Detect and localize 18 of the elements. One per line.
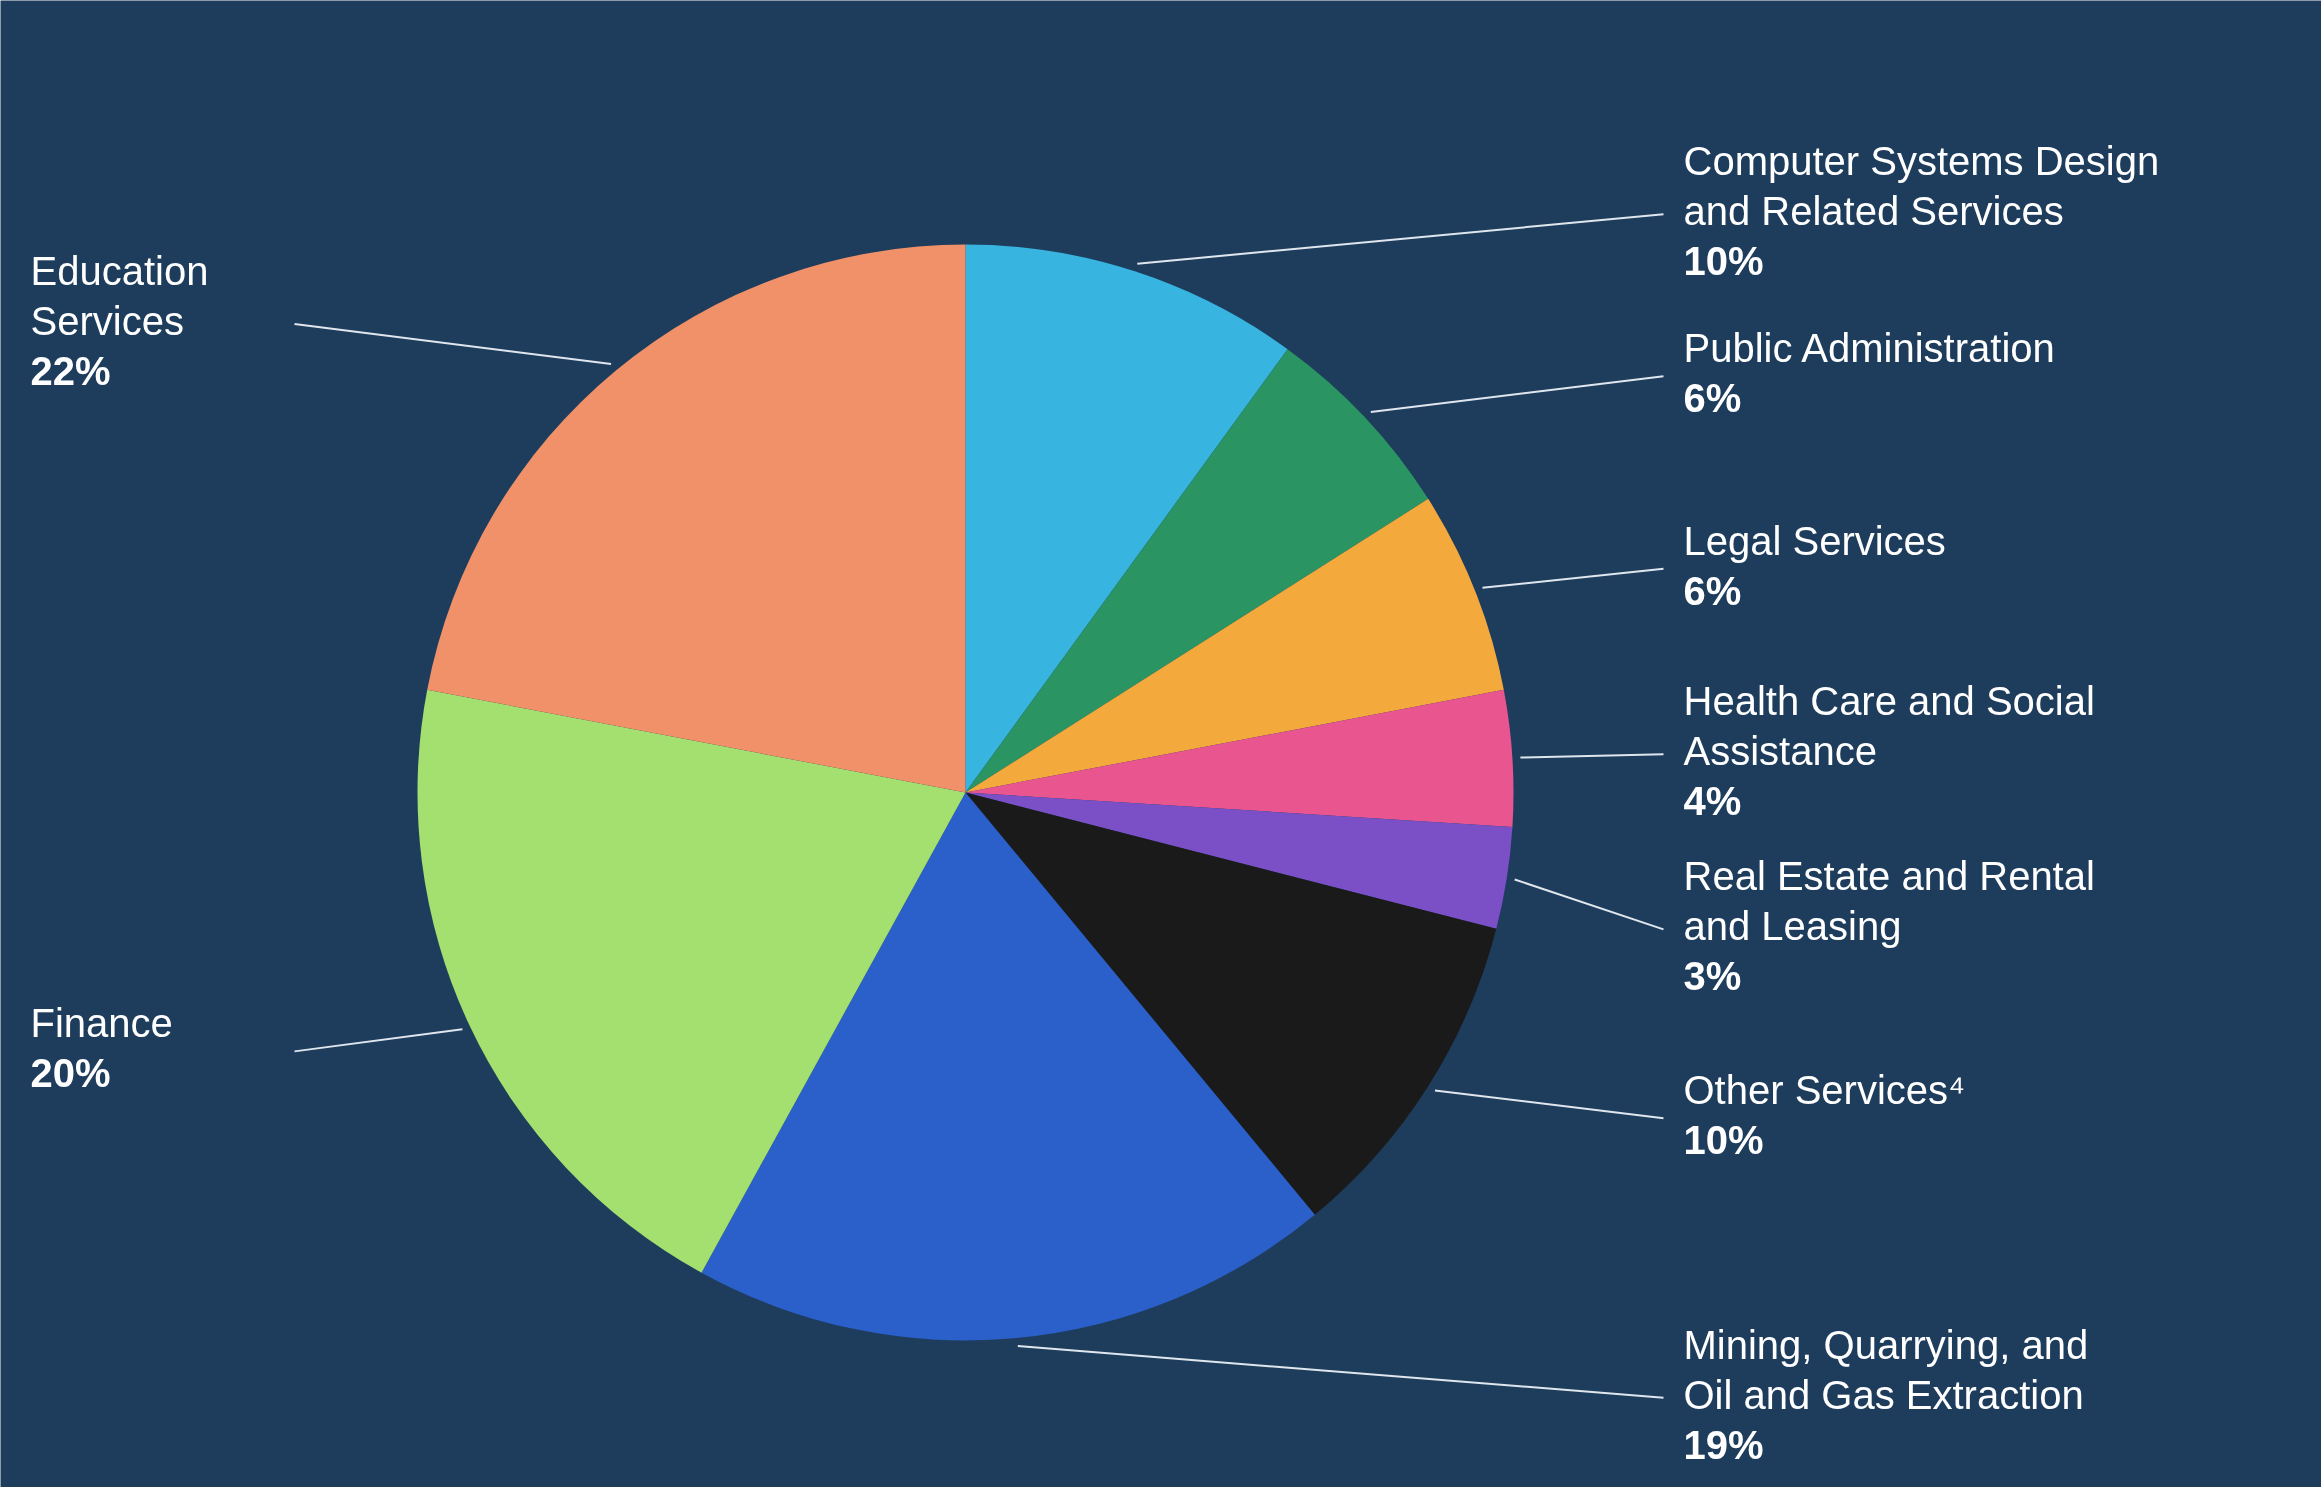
slice-label: Other Services⁴ bbox=[1683, 1068, 1966, 1113]
slice-label: Computer Systems Design and Related Services bbox=[1683, 139, 2160, 234]
slice-label: Public Administration bbox=[1683, 326, 2055, 371]
slice-label: Legal Services bbox=[1683, 518, 1946, 563]
slice-label: Education Services bbox=[30, 249, 209, 344]
data-label: 22% bbox=[30, 349, 111, 394]
data-label: 6% bbox=[1683, 568, 1742, 613]
slice-label: Real Estate and Rental and Leasing bbox=[1683, 854, 2095, 949]
data-label: 19% bbox=[1683, 1422, 1764, 1467]
slice-label: Finance bbox=[30, 1001, 173, 1046]
slice-label: Health Care and Social Assistance bbox=[1683, 679, 2095, 774]
data-label: 3% bbox=[1683, 954, 1742, 999]
slice-label: Mining, Quarrying, and Oil and Gas Extraction bbox=[1683, 1322, 2089, 1417]
data-label: 10% bbox=[1683, 1118, 1764, 1163]
data-label: 10% bbox=[1683, 239, 1764, 284]
data-label: 4% bbox=[1683, 779, 1742, 824]
data-label: 20% bbox=[30, 1051, 111, 1096]
data-label: 6% bbox=[1683, 376, 1742, 421]
